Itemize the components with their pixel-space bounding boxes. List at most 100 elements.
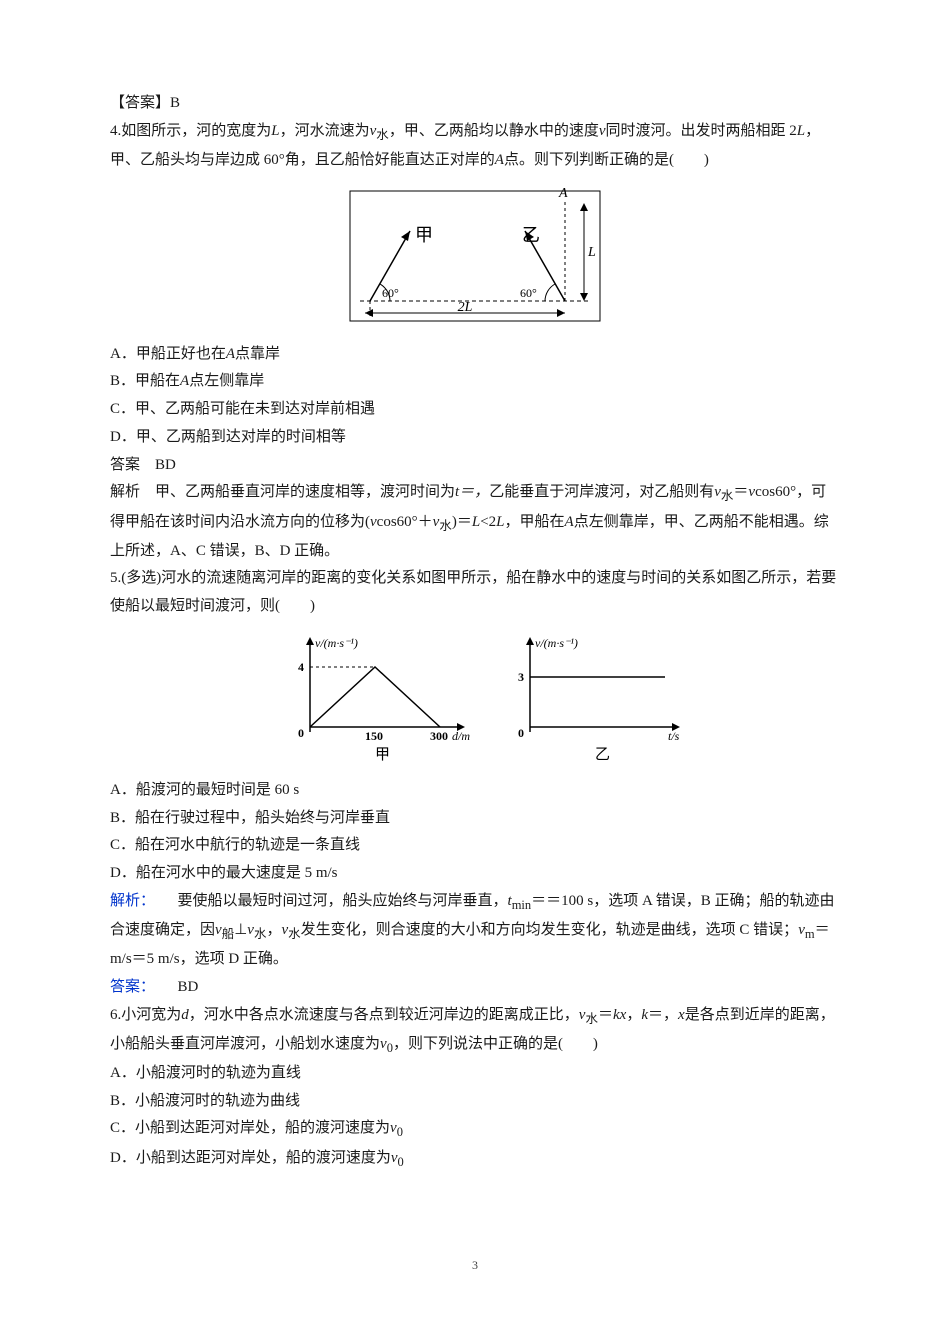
q6-optC: C．小船到达距河对岸处，船的渡河速度为v0 — [110, 1115, 840, 1144]
q6-optB: B．小船渡河时的轨迹为曲线 — [110, 1088, 840, 1116]
q5-optC: C．船在河水中航行的轨迹是一条直线 — [110, 832, 840, 860]
var-v0: v — [380, 1036, 387, 1052]
var-A: A — [180, 373, 189, 389]
sub-chuan: 船 — [222, 927, 235, 941]
text: 点靠岸 — [235, 346, 280, 362]
text: )＝ — [452, 514, 472, 530]
perp: ⊥ — [234, 922, 247, 938]
var-A: A — [226, 346, 235, 362]
xtick-150: 150 — [365, 729, 383, 743]
answer-3: 【答案】B — [110, 90, 840, 118]
text: 4.如图所示，河的宽度为 — [110, 123, 271, 139]
origin-a: 0 — [298, 726, 304, 740]
q6-optA: A．小船渡河时的轨迹为直线 — [110, 1060, 840, 1088]
var-L: L — [271, 123, 279, 139]
q4-explanation: 解析 甲、乙两船垂直河岸的速度相等，渡河时间为t＝，乙能垂直于河岸渡河，对乙船则… — [110, 479, 840, 565]
answer-letter: B — [170, 95, 180, 111]
q5-figure: 4 0 150 300 d/m v/(m·s⁻¹) 甲 3 0 t/s v/(m… — [110, 627, 840, 767]
text: ，则下列说法中正确的是( ) — [393, 1036, 598, 1052]
q4-optB: B．甲船在A点左侧靠岸 — [110, 368, 840, 396]
var-v: v — [370, 514, 377, 530]
q4-stem: 4.如图所示，河的宽度为L，河水流速为v水，甲、乙两船均以静水中的速度v同时渡河… — [110, 118, 840, 175]
text: C．小船到达距河对岸处，船的渡河速度为 — [110, 1120, 390, 1136]
sub-0: 0 — [397, 1125, 403, 1139]
var-L: L — [797, 123, 805, 139]
exp-label: 解析： — [110, 893, 148, 909]
xtick-300: 300 — [430, 729, 448, 743]
q4-optD: D．甲、乙两船到达对岸的时间相等 — [110, 424, 840, 452]
sub-water: 水 — [288, 927, 301, 941]
text: 要使船以最短时间过河，船头应始终与河岸垂直， — [148, 893, 508, 909]
page-number: 3 — [110, 1254, 840, 1276]
sub-min: min — [512, 898, 531, 912]
sub-water: 水 — [439, 519, 452, 533]
text: ＝ — [598, 1007, 613, 1023]
sub-water: 水 — [254, 927, 267, 941]
text: ，河水流速为 — [280, 123, 370, 139]
label-L: L — [587, 245, 596, 260]
sub-water: 水 — [721, 489, 734, 503]
q6-optD: D．小船到达距河对岸处，船的渡河速度为v0 — [110, 1145, 840, 1174]
text: cos60°＋ — [377, 514, 433, 530]
ytick-3: 3 — [518, 670, 524, 684]
ylabel-a: v/(m·s⁻¹) — [315, 636, 358, 650]
text: ， — [626, 1007, 641, 1023]
angle-left: 60° — [382, 286, 399, 300]
ans-label: 答案： — [110, 979, 148, 995]
var-t: t＝， — [455, 484, 489, 500]
var-A: A — [565, 514, 574, 530]
origin-b: 0 — [518, 726, 524, 740]
answer-prefix: 【答案】 — [110, 95, 170, 111]
text: 点。则下列判断正确的是( ) — [504, 152, 709, 168]
q4-figure: 2L 甲 乙 60° 60° A L — [110, 181, 840, 331]
var-k: k — [613, 1007, 620, 1023]
river-diagram: 2L 甲 乙 60° 60° A L — [340, 181, 610, 331]
sub-water: 水 — [376, 128, 389, 142]
q5-explanation: 解析： 要使船以最短时间过河，船头应始终与河岸垂直，tmin＝＝100 s，选项… — [110, 888, 840, 974]
var-k: k — [641, 1007, 648, 1023]
q4-answer: 答案 BD — [110, 452, 840, 480]
q4-optC: C．甲、乙两船可能在未到达对岸前相遇 — [110, 396, 840, 424]
var-d: d — [181, 1007, 189, 1023]
charts-jia-yi: 4 0 150 300 d/m v/(m·s⁻¹) 甲 3 0 t/s v/(m… — [260, 627, 690, 767]
angle-right: 60° — [520, 286, 537, 300]
text: 点左侧靠岸 — [189, 373, 264, 389]
var-v: v — [714, 484, 721, 500]
text: D．小船到达距河对岸处，船的渡河速度为 — [110, 1150, 391, 1166]
sub-0: 0 — [398, 1155, 404, 1169]
text: B．甲船在 — [110, 373, 180, 389]
ylabel-b: v/(m·s⁻¹) — [535, 636, 578, 650]
var-v: v — [599, 123, 606, 139]
q6-stem: 6.小河宽为d，河水中各点水流速度与各点到较近河岸边的距离成正比，v水＝kx，k… — [110, 1002, 840, 1060]
text: ，甲船在 — [505, 514, 565, 530]
var-v: v — [215, 922, 222, 938]
text: 6.小河宽为 — [110, 1007, 181, 1023]
var-L: L — [496, 514, 504, 530]
xlabel-a: d/m — [452, 729, 470, 743]
var-v0: v — [390, 1120, 397, 1136]
var-x: x — [678, 1007, 685, 1023]
ans-val: BD — [148, 979, 199, 995]
var-L: L — [472, 514, 480, 530]
text: ，甲、乙两船均以静水中的速度 — [389, 123, 599, 139]
text: A．甲船正好也在 — [110, 346, 226, 362]
var-vm: v — [798, 922, 805, 938]
q5-optD: D．船在河水中的最大速度是 5 m/s — [110, 860, 840, 888]
text: ＝， — [648, 1007, 678, 1023]
q5-answer: 答案： BD — [110, 974, 840, 1002]
xlabel-b: t/s — [668, 729, 680, 743]
sub-water: 水 — [585, 1012, 598, 1026]
var-v0: v — [391, 1150, 398, 1166]
q5-optB: B．船在行驶过程中，船头始终与河岸垂直 — [110, 805, 840, 833]
label-A: A — [558, 186, 568, 201]
caption-a: 甲 — [375, 747, 390, 763]
text: 发生变化，则合速度的大小和方向均发生变化，轨迹是曲线，选项 C 错误； — [301, 922, 799, 938]
text: ，河水中各点水流速度与各点到较近河岸边的距离成正比， — [189, 1007, 579, 1023]
ytick-4: 4 — [298, 660, 304, 674]
text: ， — [266, 922, 281, 938]
label-2L: 2L — [458, 300, 473, 315]
q4-optA: A．甲船正好也在A点靠岸 — [110, 341, 840, 369]
text: <2 — [480, 514, 496, 530]
q5-optA: A．船渡河的最短时间是 60 s — [110, 777, 840, 805]
sub-m: m — [805, 927, 815, 941]
